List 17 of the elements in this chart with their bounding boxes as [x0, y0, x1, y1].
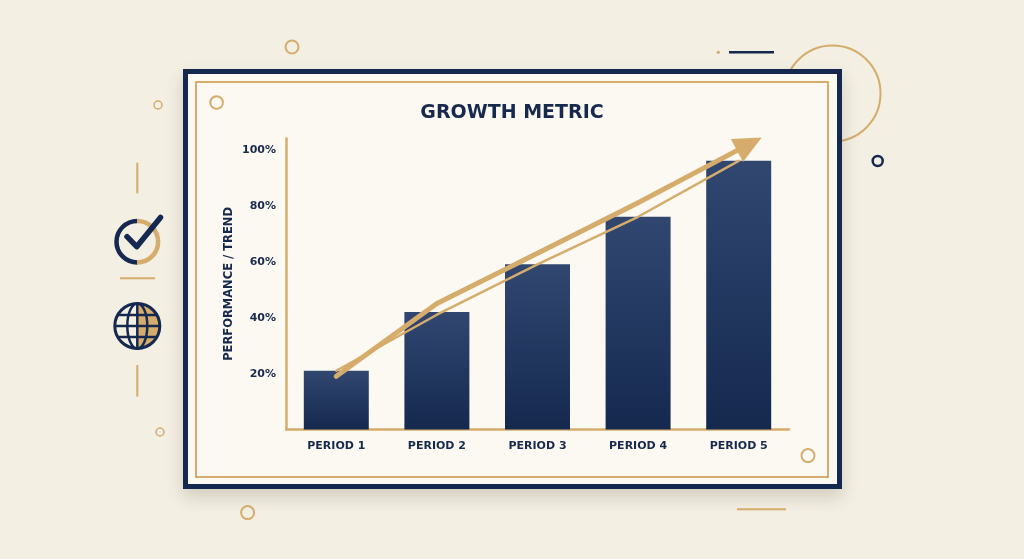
- y-tick-label: 60%: [249, 255, 276, 269]
- y-axis-title: PERFORMANCE / TREND: [221, 207, 235, 361]
- x-tick-label: PERIOD 2: [407, 438, 466, 452]
- x-tick-label: PERIOD 4: [609, 438, 668, 452]
- x-tick-label: PERIOD 1: [307, 438, 366, 452]
- bar: [404, 311, 470, 430]
- x-tick-label: PERIOD 3: [508, 438, 567, 452]
- bar: [605, 216, 671, 430]
- bar: [505, 264, 570, 430]
- y-tick-label: 80%: [249, 199, 276, 213]
- bar: [303, 370, 369, 430]
- chart-title: GROWTH METRIC: [420, 99, 604, 122]
- bar: [706, 160, 772, 430]
- x-tick-label: PERIOD 5: [709, 438, 768, 452]
- y-tick-label: 100%: [242, 143, 276, 157]
- y-tick-label: 40%: [249, 311, 276, 325]
- y-tick-label: 20%: [249, 367, 276, 381]
